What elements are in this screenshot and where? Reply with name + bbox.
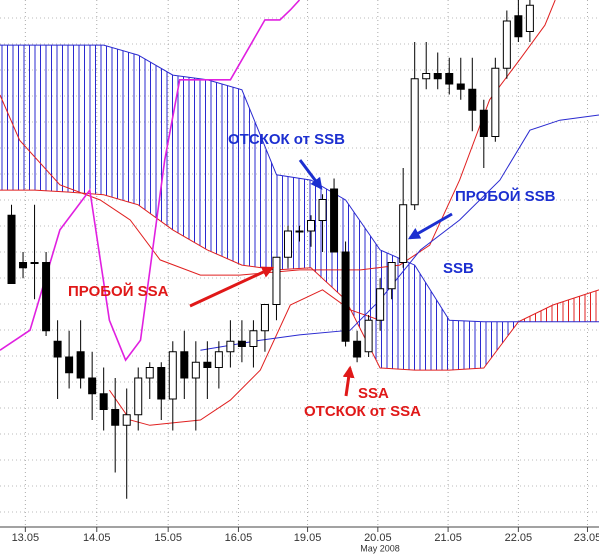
candle-body: [111, 409, 120, 426]
candle-body: [272, 256, 281, 305]
candle-body: [99, 393, 108, 410]
annotation: ОТСКОК от SSA: [304, 403, 421, 420]
candle-body: [226, 340, 235, 353]
candle-body: [191, 361, 200, 379]
candle-body: [168, 351, 177, 400]
x-axis-label: May 2008: [360, 543, 400, 553]
candle-body: [214, 351, 223, 368]
x-tick-label: 14.05: [83, 532, 111, 544]
x-tick-label: 22.05: [505, 532, 533, 544]
candle-body: [237, 340, 246, 347]
candle-body: [318, 199, 327, 221]
candle-body: [330, 188, 339, 253]
arrows: [189, 159, 453, 397]
annotation: ПРОБОЙ SSA: [68, 282, 169, 300]
ssa-line: [0, 189, 599, 371]
candle-body: [479, 109, 488, 137]
candle-body: [295, 230, 304, 233]
annotation: SSA: [358, 385, 389, 402]
candle-body: [30, 262, 39, 264]
candle-body: [76, 351, 85, 379]
arrow: [342, 365, 355, 397]
candle-body: [180, 351, 189, 379]
candle-body: [42, 262, 51, 332]
candle-body: [341, 251, 350, 342]
candle-body: [353, 340, 362, 358]
x-tick-label: 15.05: [154, 532, 182, 544]
x-tick-label: 16.05: [225, 532, 253, 544]
candle-body: [283, 230, 292, 258]
ssb-line: [0, 44, 599, 323]
indicator-line: [200, 114, 599, 351]
candle-body: [145, 367, 154, 379]
candle-body: [134, 377, 143, 416]
x-tick-label: 23.05: [574, 532, 599, 544]
annotation: ОТСКОК от SSB: [228, 131, 345, 148]
plot: [0, 0, 599, 499]
candle-body: [387, 262, 396, 290]
candle-body: [525, 4, 534, 32]
candle-body: [422, 73, 431, 80]
candle-body: [376, 288, 385, 321]
annotation: SSB: [443, 260, 474, 277]
x-tick-label: 19.05: [294, 532, 322, 544]
x-tick-label: 21.05: [434, 532, 462, 544]
candle-body: [65, 356, 74, 374]
candle-body: [260, 304, 269, 332]
candle-body: [122, 414, 131, 426]
candle-body: [307, 220, 316, 232]
candle-body: [7, 214, 16, 284]
candle-body: [249, 330, 258, 347]
candle-body: [157, 367, 166, 400]
candle-body: [456, 83, 465, 90]
candle-body: [491, 67, 500, 137]
candle-body: [399, 204, 408, 263]
indicator-line: [0, 0, 301, 362]
candle-body: [88, 377, 97, 395]
arrow: [189, 266, 275, 308]
x-tick-label: 13.05: [12, 532, 40, 544]
candle-body: [468, 88, 477, 111]
arrow: [298, 159, 323, 190]
arrow: [407, 212, 453, 240]
candle-body: [203, 361, 212, 368]
candle-body: [19, 262, 28, 269]
candle-body: [514, 15, 523, 38]
candle-body: [433, 73, 442, 80]
annotation: ПРОБОЙ SSB: [455, 187, 556, 205]
candle-body: [445, 73, 454, 85]
candle-body: [53, 340, 62, 358]
x-tick-label: 20.05: [364, 532, 392, 544]
candle-body: [502, 20, 511, 69]
candle-body: [364, 319, 373, 353]
candle-body: [410, 78, 419, 206]
indicator-line: [108, 289, 381, 426]
